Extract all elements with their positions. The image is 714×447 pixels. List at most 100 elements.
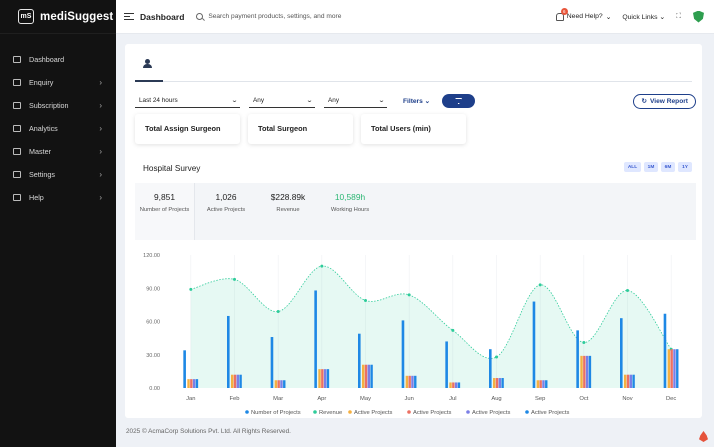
chevron-right-icon: › [99,101,102,110]
view-report-button[interactable]: ↻ View Report [633,93,696,109]
main-panel: Last 24 hours ⌄ Any ⌄ Any ⌄ Filters ⌄ ↻ … [125,44,702,418]
bar-number-of-projects [270,337,274,388]
fullscreen-icon[interactable]: ⛶ [676,12,681,20]
need-help-label: Need Help? [566,13,603,20]
legend-marker [348,410,352,414]
sidebar-item-enquiry[interactable]: Enquiry › [0,71,116,94]
bar-active-projects [536,380,540,388]
revenue-area [190,266,672,388]
legend-marker [313,410,317,414]
revenue-point [495,355,498,359]
bar-active-projects [498,378,501,388]
bar-active-projects [545,380,548,388]
bar-number-of-projects [576,330,579,388]
quick-links-label: Quick Links [622,13,658,21]
legend-label: Revenue [319,410,342,416]
bar-active-projects [626,374,630,388]
bar-active-projects [274,380,278,388]
bar-active-projects [195,379,199,388]
bar-active-projects [405,375,409,388]
legend-marker [245,410,249,414]
x-tick-label: Mar [273,396,283,402]
legend-label: Active Projects [413,410,451,416]
period-select-value: Last 24 hours [139,97,178,104]
chevron-down-icon: ⌄ [377,98,386,104]
legend-label: Active Projects [354,410,392,416]
bar-active-projects [280,380,283,388]
y-tick-label: 0.00 [149,386,160,392]
x-tick-label: Jan [186,396,195,402]
bar-active-projects [452,382,455,388]
range-1m-button[interactable]: 1M [644,162,658,172]
bar-active-projects [367,364,370,388]
range-all-button[interactable]: ALL [624,162,641,172]
bar-number-of-projects [532,301,536,388]
subscription-icon [13,102,21,109]
legend-marker [525,410,529,414]
chevron-right-icon: › [99,170,102,179]
filter-select-2[interactable]: Any ⌄ [249,94,315,108]
revenue-point [451,328,455,332]
help-icon [13,194,21,201]
chevron-right-icon: › [99,124,102,133]
legend-marker [466,410,470,414]
sidebar-item-master[interactable]: Master › [0,140,116,163]
dashboard-icon [13,56,21,63]
active-tab-indicator [135,80,163,82]
shield-avatar-icon[interactable] [693,10,704,23]
filter-select-3[interactable]: Any ⌄ [324,94,387,108]
sidebar-item-settings[interactable]: Settings › [0,163,116,186]
bar-active-projects [583,355,586,388]
brand[interactable]: mS mediSuggest [0,0,116,34]
bar-number-of-projects [358,333,361,388]
bar-active-projects [283,380,286,388]
x-tick-label: Apr [317,396,326,402]
revenue-point [320,264,324,268]
search-bar[interactable] [196,8,351,26]
period-select[interactable]: Last 24 hours ⌄ [135,94,240,108]
bar-active-projects [457,382,461,388]
x-tick-label: Oct [579,396,588,402]
analytics-icon [13,125,21,132]
filter-select-2-value: Any [253,97,265,104]
stat-card-assign-surgeon: Total Assign Surgeon [135,114,240,144]
bar-active-projects [231,374,234,388]
filter-select-3-value: Any [328,97,340,104]
x-tick-label: May [360,396,371,402]
bar-active-projects [277,380,280,388]
y-tick-label: 60.00 [146,320,160,326]
apply-filter-button[interactable] [442,94,476,108]
bar-active-projects [233,374,237,388]
kpi-value: $228.89k [270,192,306,202]
people-tab-icon[interactable] [143,59,153,68]
sidebar-item-help[interactable]: Help › [0,186,116,209]
sidebar-item-dashboard[interactable]: Dashboard [0,48,116,71]
settings-icon [13,171,21,178]
y-tick-label: 90.00 [146,286,160,292]
x-tick-label: Dec [666,396,676,402]
need-help-dropdown[interactable]: 6 Need Help? ⌄ [555,7,611,21]
menu-toggle-icon[interactable] [124,13,134,20]
survey-title: Hospital Survey [143,164,201,173]
legend-label: Number of Projects [251,410,301,416]
funnel-icon [455,98,463,104]
bar-active-projects [629,374,632,388]
filter-row: Last 24 hours ⌄ Any ⌄ Any ⌄ Filters ⌄ ↻ … [135,93,696,109]
bar-active-projects [362,364,365,388]
filters-dropdown[interactable]: Filters ⌄ [403,98,431,105]
report-icon: ↻ [641,98,647,105]
bar-number-of-projects [401,320,405,388]
sidebar-item-subscription[interactable]: Subscription › [0,94,116,117]
range-1y-button[interactable]: 1Y [678,162,692,172]
revenue-point [364,298,367,302]
stat-card-total-surgeon: Total Surgeon [248,114,353,144]
x-tick-label: Jun [404,396,413,402]
kpi-revenue: $228.89k Revenue [257,183,319,240]
range-6m-button[interactable]: 6M [661,162,675,172]
bar-active-projects [408,375,411,388]
search-input[interactable] [208,13,351,20]
flame-icon[interactable] [699,431,708,442]
quick-links-dropdown[interactable]: Quick Links ⌄ [622,13,665,21]
kpi-projects: 9,851 Number of Projects [135,183,195,240]
sidebar-item-analytics[interactable]: Analytics › [0,117,116,140]
